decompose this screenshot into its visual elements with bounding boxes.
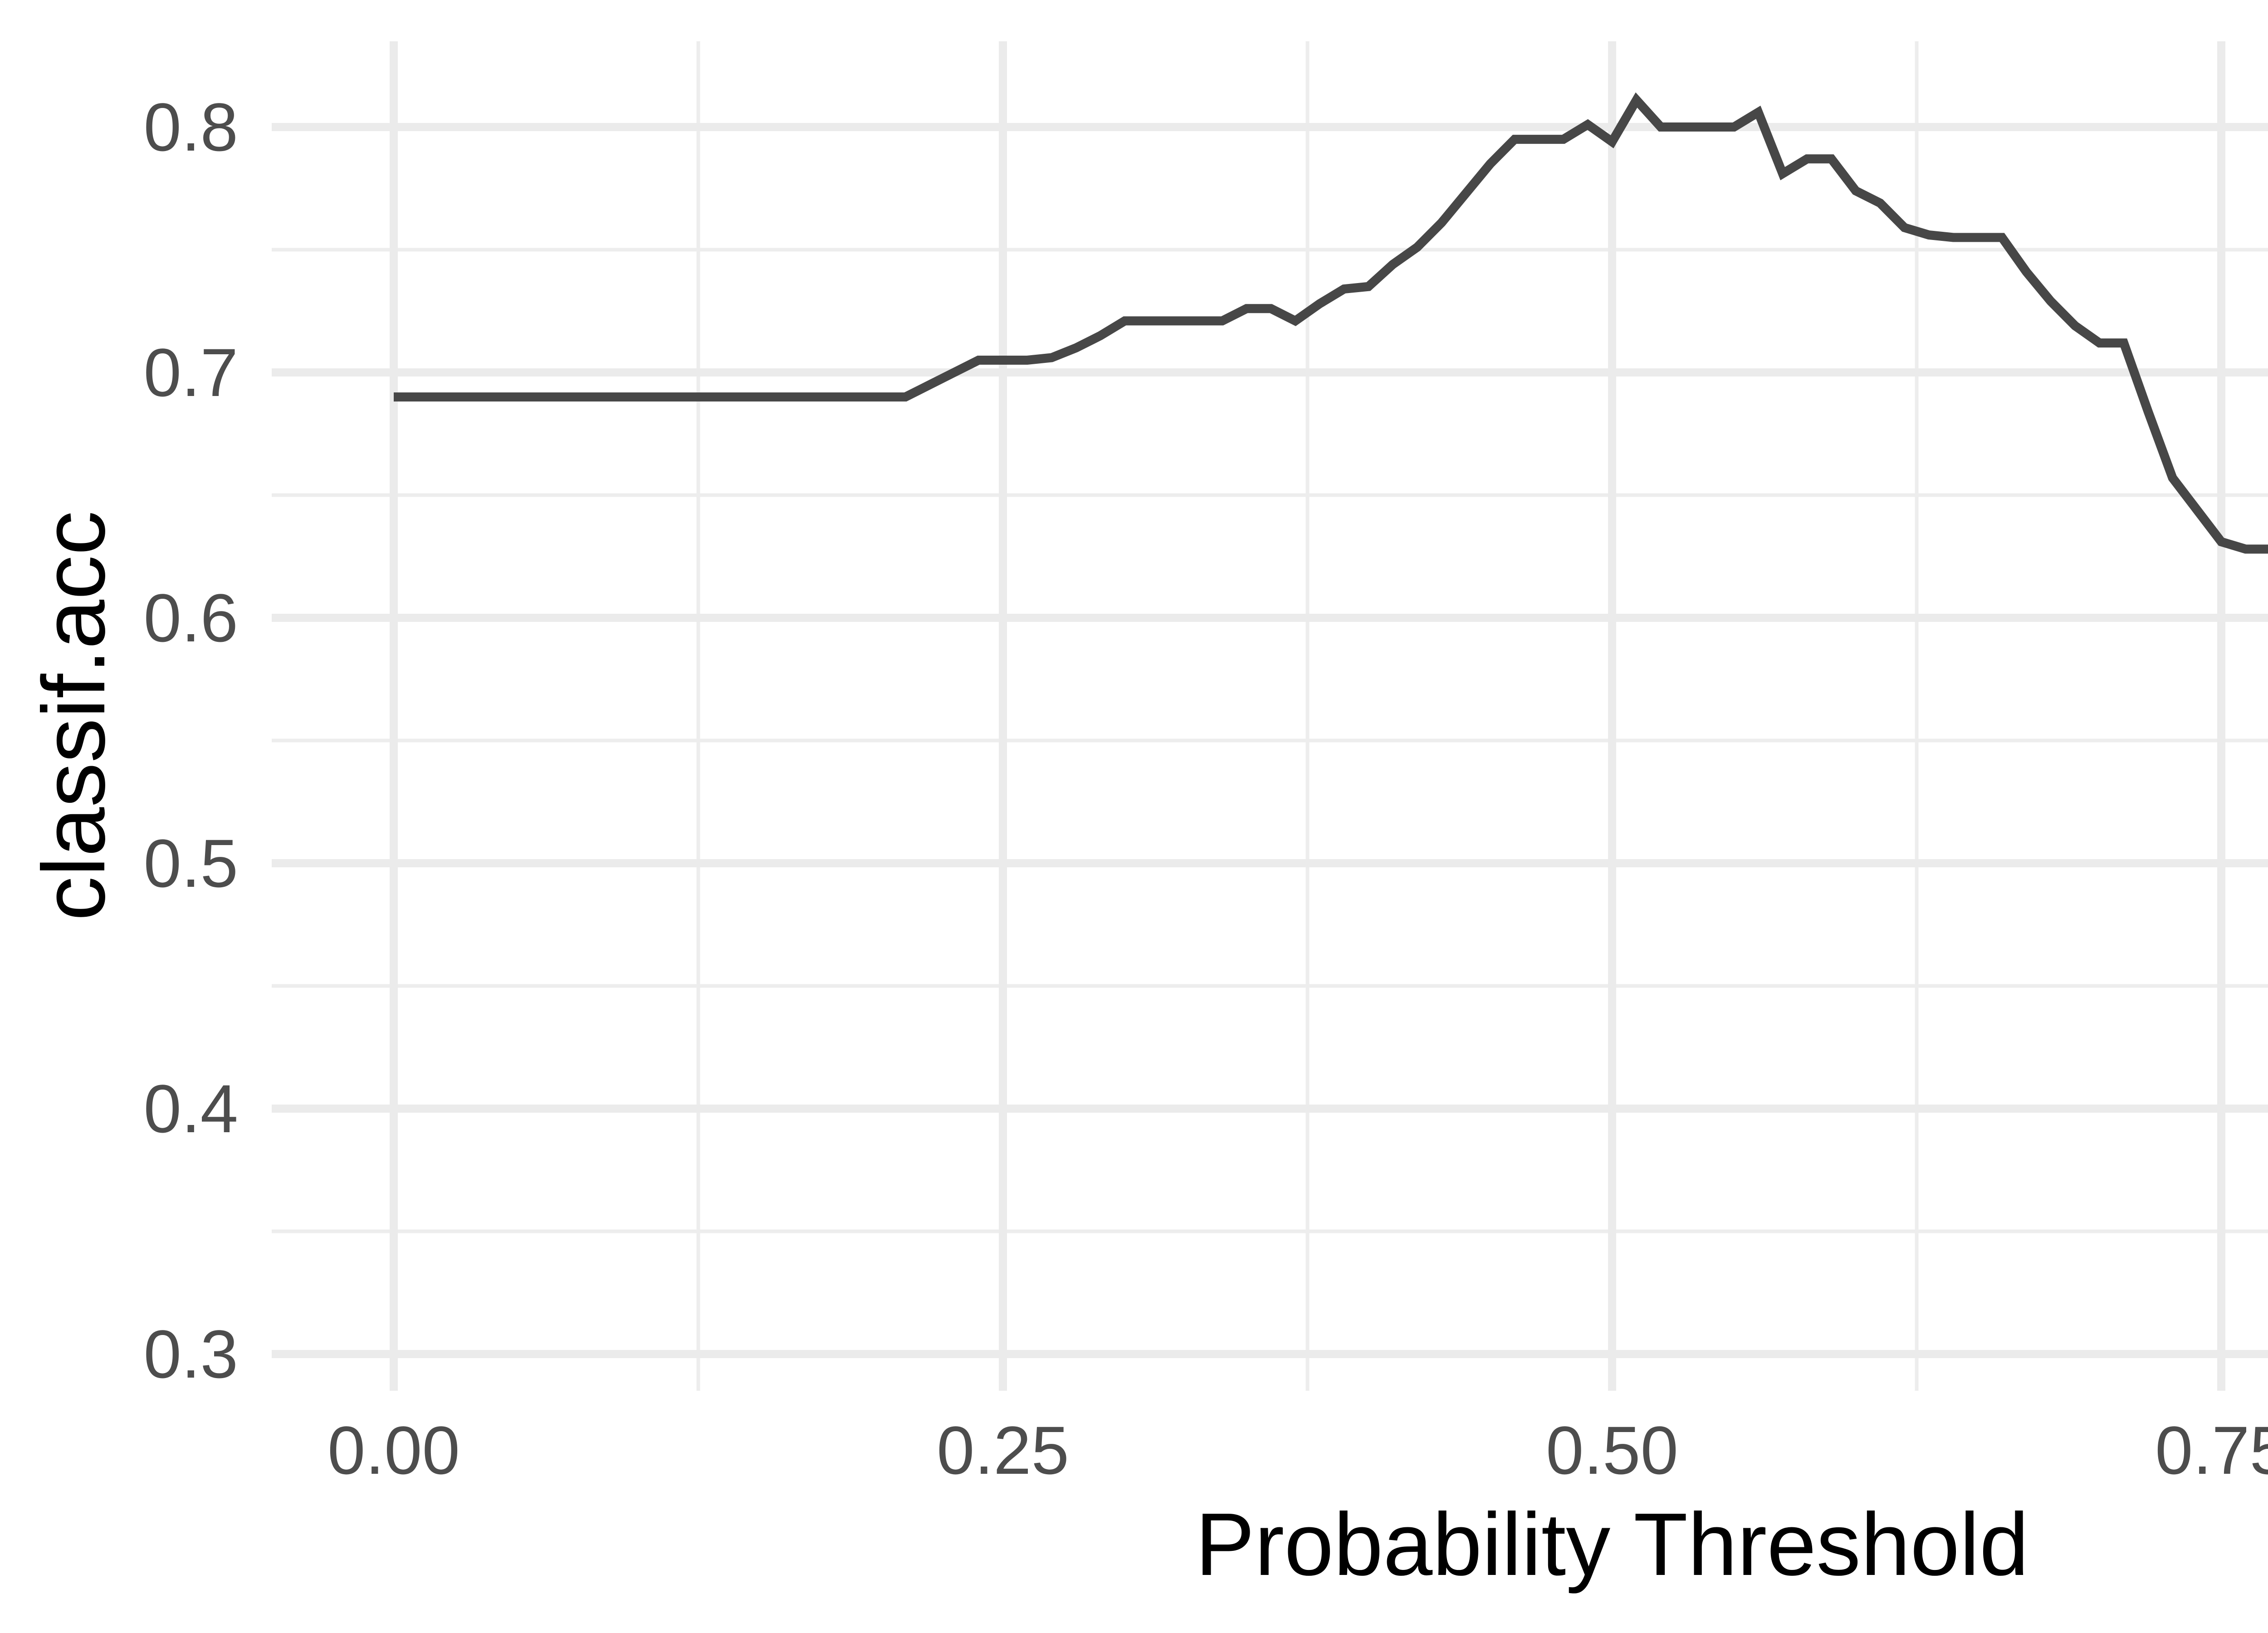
x-tick-label: 0.50 [1546,1412,1678,1488]
y-tick-label: 0.6 [143,580,238,656]
y-tick-label: 0.8 [143,89,238,165]
y-tick-label: 0.4 [143,1071,238,1147]
x-tick-label: 0.75 [2155,1412,2268,1488]
y-axis-title: classif.acc [24,511,123,921]
x-tick-label: 0.00 [327,1412,460,1488]
y-tick-label: 0.7 [143,334,238,411]
x-axis-title: Probability Threshold [1195,1495,2029,1594]
accuracy-line [394,92,2268,554]
x-tick-label: 0.25 [937,1412,1069,1488]
y-tick-label: 0.5 [143,825,238,901]
y-tick-label: 0.3 [143,1316,238,1392]
